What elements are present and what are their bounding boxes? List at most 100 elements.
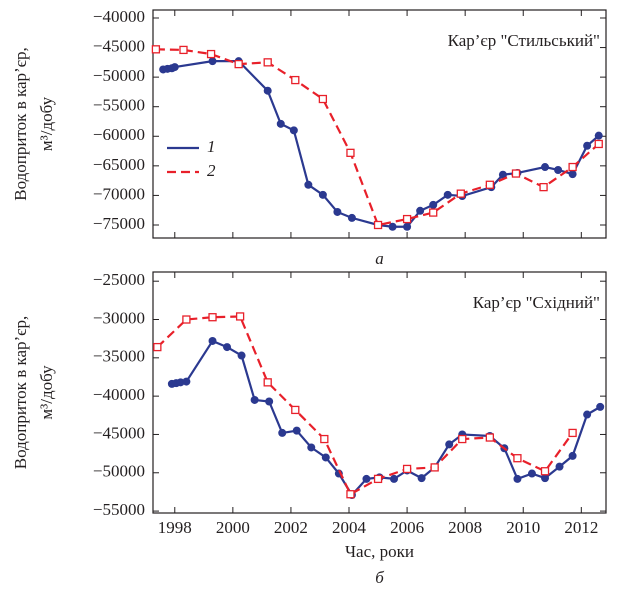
marker xyxy=(568,162,577,172)
marker xyxy=(445,440,454,449)
y-tick-label: −40000 xyxy=(93,7,145,26)
y-axis-label: Водоприток в кар’єр, xyxy=(11,47,30,200)
x-tick-label: 2010 xyxy=(506,518,540,537)
y-tick-label: −45000 xyxy=(93,423,145,442)
marker xyxy=(176,378,185,387)
marker xyxy=(388,222,397,231)
legend-label: 2 xyxy=(207,161,216,180)
marker xyxy=(568,428,577,438)
marker xyxy=(485,433,494,442)
y-tick-label: −55000 xyxy=(93,500,145,519)
marker xyxy=(429,200,438,209)
marker xyxy=(182,315,191,324)
series-line xyxy=(163,60,600,228)
marker xyxy=(540,467,550,476)
panel-label: а xyxy=(375,249,384,268)
marker xyxy=(304,180,313,189)
legend-label: 1 xyxy=(207,137,216,156)
marker xyxy=(594,139,603,149)
marker xyxy=(223,343,232,352)
y-tick-label: −25000 xyxy=(93,270,145,289)
marker xyxy=(292,426,301,435)
marker xyxy=(347,213,356,222)
marker xyxy=(318,190,327,199)
marker xyxy=(170,63,179,72)
y-tick-label: −55000 xyxy=(93,96,145,115)
marker xyxy=(276,119,285,128)
marker xyxy=(318,94,328,104)
marker xyxy=(346,490,355,499)
y-tick-label: −70000 xyxy=(93,184,145,203)
marker xyxy=(333,207,342,216)
marker xyxy=(513,474,522,483)
marker xyxy=(182,377,191,386)
marker xyxy=(291,75,300,85)
series-line xyxy=(171,339,601,497)
marker xyxy=(373,474,383,484)
marker xyxy=(596,402,605,411)
marker xyxy=(583,141,592,150)
x-tick-label: 1998 xyxy=(158,518,192,537)
x-axis-label: Час, роки xyxy=(345,542,414,561)
marker xyxy=(206,49,216,59)
y-axis-label: Водоприток в кар’єр, xyxy=(11,316,30,469)
marker xyxy=(179,45,188,55)
y-axis-label: м³/добу xyxy=(37,365,56,420)
panel-label: б xyxy=(375,568,384,587)
y-tick-label: −50000 xyxy=(93,462,145,481)
marker xyxy=(390,474,399,483)
y-tick-label: −75000 xyxy=(93,214,145,233)
y-tick-label: −65000 xyxy=(93,155,145,174)
marker xyxy=(568,451,577,460)
y-tick-label: −50000 xyxy=(93,66,145,85)
y-tick-label: −40000 xyxy=(93,385,145,404)
marker xyxy=(234,59,243,69)
marker xyxy=(307,443,316,452)
marker xyxy=(362,474,371,483)
marker xyxy=(403,222,412,231)
marker xyxy=(208,313,217,322)
marker xyxy=(429,208,438,217)
marker xyxy=(430,463,439,472)
y-tick-label: −35000 xyxy=(93,347,145,366)
marker xyxy=(263,86,272,95)
series-line xyxy=(156,315,574,496)
marker xyxy=(498,170,507,179)
marker xyxy=(568,170,577,179)
panel-title: Кар’єр "Східний" xyxy=(473,293,600,312)
marker xyxy=(346,148,355,157)
marker xyxy=(513,454,522,463)
x-tick-label: 2012 xyxy=(564,518,598,537)
x-tick-label: 2002 xyxy=(274,518,308,537)
marker xyxy=(208,336,217,345)
marker xyxy=(443,190,452,199)
marker xyxy=(235,312,245,321)
marker xyxy=(320,434,329,444)
marker xyxy=(583,410,592,419)
marker xyxy=(554,165,563,174)
y-tick-label: −30000 xyxy=(93,308,145,327)
marker xyxy=(485,180,494,189)
y-tick-label: −45000 xyxy=(93,36,145,55)
plot-frame xyxy=(152,271,607,514)
marker xyxy=(265,397,274,406)
marker xyxy=(263,378,272,387)
marker xyxy=(417,474,426,483)
marker xyxy=(289,126,298,135)
x-tick-label: 2000 xyxy=(216,518,250,537)
marker xyxy=(291,405,300,415)
marker xyxy=(321,453,330,462)
series-line xyxy=(155,48,600,227)
x-tick-label: 2006 xyxy=(390,518,424,537)
x-tick-label: 2008 xyxy=(448,518,482,537)
marker xyxy=(416,206,425,215)
y-axis-label: м³/добу xyxy=(37,96,56,151)
marker xyxy=(151,45,161,54)
marker xyxy=(555,462,564,471)
marker xyxy=(456,189,465,198)
marker xyxy=(237,351,246,360)
marker xyxy=(541,474,550,483)
marker xyxy=(511,169,521,178)
marker xyxy=(278,428,287,437)
